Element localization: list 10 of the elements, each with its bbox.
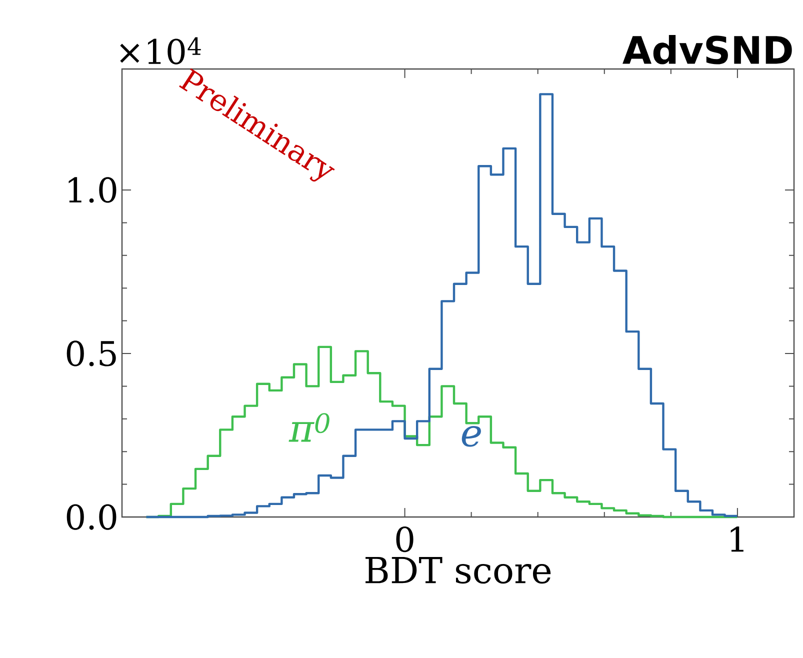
x-tick-label: 0: [396, 526, 414, 552]
x-tick-label: 1: [730, 526, 744, 552]
x-axis-title: BDT score: [366, 556, 551, 584]
chart-title: AdvSND: [622, 35, 792, 64]
series-label: e: [462, 426, 481, 447]
y-tick-label: 0.5: [66, 340, 116, 366]
text: ×10$^{4}$: [120, 37, 201, 64]
y-tick-label: 0.0: [66, 504, 116, 530]
series-label: π$^{0}$: [288, 413, 330, 442]
y-tick-label: 1.0: [68, 177, 116, 203]
